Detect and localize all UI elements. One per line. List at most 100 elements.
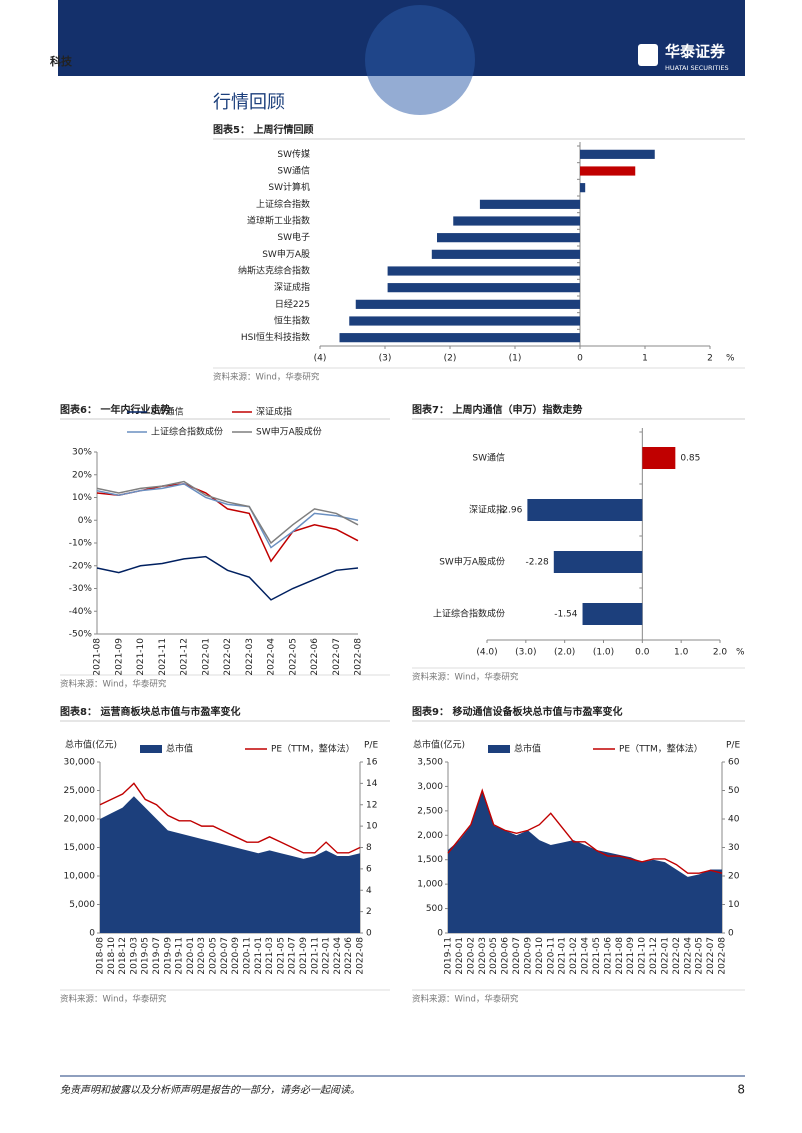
y-tick-label: 30%: [72, 448, 92, 458]
bar: [580, 149, 655, 159]
x-tick-label: (2.0): [554, 648, 575, 658]
x-tick-label: 2020-01: [186, 937, 196, 975]
category-label: SW申万A股成份: [439, 556, 505, 568]
legend-label: SW申万A股成份: [256, 426, 322, 438]
bar: [437, 233, 580, 243]
x-tick-label: 2021-09: [114, 638, 124, 676]
logo-icon: [638, 44, 658, 66]
category-label: SW申万A股: [262, 248, 310, 260]
x-tick-label: 2019-03: [129, 937, 139, 975]
source-note: 资料来源：Wind，华泰研究: [60, 679, 167, 690]
x-tick-label: 2022-01: [201, 638, 211, 676]
x-tick-label: 2021-08: [615, 937, 625, 975]
x-tick-label: 2020-11: [242, 937, 252, 975]
logo-en: HUATAI SECURITIES: [665, 64, 729, 72]
legend-label: 上证综合指数成份: [151, 426, 223, 438]
series-line: [96, 480, 359, 545]
x-tick-label: 2020-10: [535, 937, 545, 975]
legend-label: 总市值: [514, 743, 541, 755]
y-tick-label: 2,000: [417, 831, 443, 841]
category-label: 上证综合指数: [256, 198, 310, 210]
x-tick-label: 2022-08: [356, 937, 366, 975]
x-tick-label: 2021-09: [299, 937, 309, 975]
x-tick-label: 2020-07: [220, 937, 230, 975]
x-tick-label: 2018-08: [96, 937, 106, 975]
y-tick-label: -20%: [69, 561, 93, 571]
legend-label: PE（TTM，整体法）: [271, 743, 355, 755]
y-tick-label: 20%: [72, 470, 92, 480]
category-label: 深证成指: [274, 281, 310, 293]
legend-label: PE（TTM，整体法）: [619, 743, 703, 755]
x-tick-label: 2021-10: [136, 638, 146, 676]
x-tick-label: 2.0: [713, 648, 728, 658]
x-tick-label: 2022-05: [695, 937, 705, 975]
series-line: [447, 788, 723, 874]
footer-disclaimer: 免责声明和披露以及分析师声明是报告的一部分，请务必一起阅读。: [60, 1084, 360, 1096]
x-tick-label: (3): [379, 354, 392, 364]
y-tick-label: 1,500: [417, 855, 443, 865]
category-label: SW电子: [277, 231, 310, 243]
y2-tick-label: 12: [366, 800, 377, 810]
y-tick-label: 20,000: [64, 815, 96, 825]
series-line: [96, 555, 359, 601]
legend-label: 总市值: [166, 743, 193, 755]
category-label: SW通信: [277, 165, 310, 177]
bar: [387, 283, 580, 293]
x-tick-label: 2022-01: [322, 937, 332, 975]
y2-tick-label: 10: [366, 822, 378, 832]
y-tick-label: -30%: [69, 584, 93, 594]
x-tick-label: (3.0): [515, 648, 536, 658]
category-label: 纳斯达克综合指数: [238, 265, 310, 277]
x-tick-label: 2021-08: [93, 638, 103, 676]
x-tick-label: 2022-03: [245, 638, 255, 676]
x-tick-label: 2021-06: [603, 937, 613, 975]
x-tick-label: 2022-08: [354, 638, 364, 676]
x-tick-label: 2021-04: [581, 937, 591, 975]
bar: [582, 603, 643, 625]
x-tick-label: 2021-02: [569, 937, 579, 975]
y-tick-label: 0: [437, 929, 443, 939]
x-tick-label: 2022-07: [706, 937, 716, 975]
x-tick-label: (1): [509, 354, 522, 364]
value-label: -2.96: [499, 506, 523, 516]
header-section: 科技: [50, 54, 73, 68]
logo-cn: 华泰证券: [665, 43, 726, 61]
source-note: 资料来源：Wind，华泰研究: [412, 994, 519, 1005]
legend-label: 深证成指: [256, 406, 292, 418]
x-tick-label: 2022-04: [267, 638, 277, 676]
x-tick-label: 0.0: [635, 648, 650, 658]
x-tick-label: 1: [642, 354, 648, 364]
y-tick-label: 25,000: [64, 786, 96, 796]
bar: [431, 249, 580, 259]
x-tick-label: 2021-12: [180, 638, 190, 676]
x-tick-label: (1.0): [593, 648, 614, 658]
bar: [355, 299, 580, 309]
x-tick-label: 2022-02: [223, 638, 233, 676]
y-tick-label: -10%: [69, 539, 93, 549]
x-tick-label: 2020-09: [523, 937, 533, 975]
x-tick-label: 2022-05: [288, 638, 298, 676]
y-tick-label: 3,500: [417, 758, 443, 768]
source-note: 资料来源：Wind，华泰研究: [213, 372, 320, 383]
x-tick-label: 1.0: [674, 648, 689, 658]
section-heading: 行情回顾: [213, 92, 285, 113]
y-tick-label: 5,000: [69, 900, 95, 910]
category-label: HSI恒生科技指数: [241, 331, 310, 343]
x-tick-label: 2020-09: [231, 937, 241, 975]
y-tick-label: 3,000: [417, 782, 443, 792]
y-tick-label: 0%: [78, 516, 93, 526]
figure-title: 图表8： 运营商板块总市值与市盈率变化: [60, 705, 240, 718]
source-note: 资料来源：Wind，华泰研究: [412, 672, 519, 683]
x-tick-label: 2019-11: [175, 937, 185, 975]
bar: [339, 333, 580, 343]
legend-label: SW通信: [151, 406, 184, 418]
y2-tick-label: 60: [728, 758, 740, 768]
header-decoration: [365, 5, 475, 115]
x-tick-label: 2021-11: [310, 937, 320, 975]
bar: [580, 183, 586, 193]
x-tick-label: 2021-01: [254, 937, 264, 975]
y2-tick-label: 16: [366, 758, 378, 768]
series-line: [99, 782, 361, 854]
x-tick-label: 2020-02: [466, 937, 476, 975]
